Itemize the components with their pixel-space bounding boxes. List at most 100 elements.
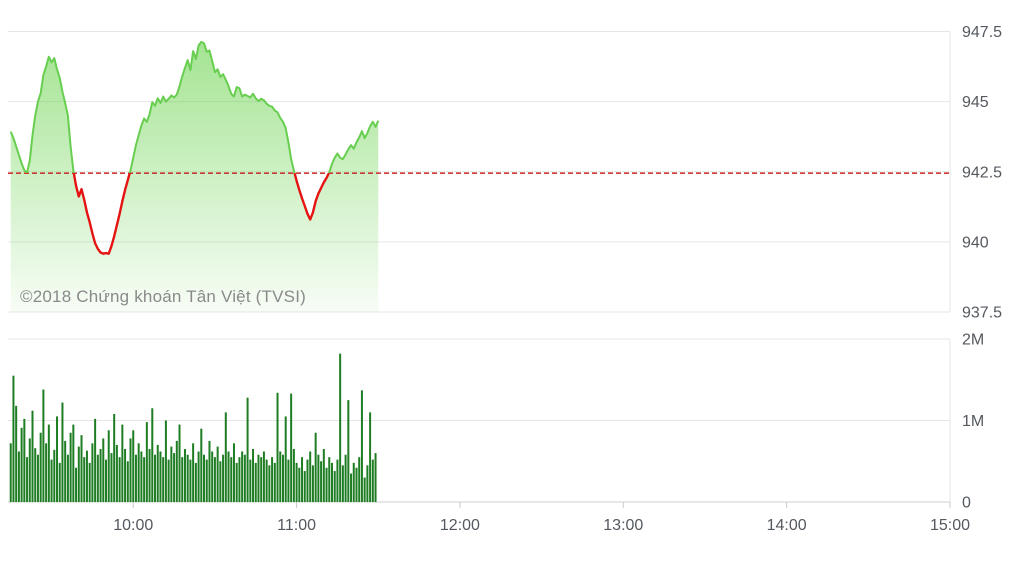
volume-bar[interactable] <box>102 438 105 502</box>
volume-bar[interactable] <box>115 444 118 502</box>
volume-bar[interactable] <box>235 462 238 502</box>
volume-bar[interactable] <box>224 412 227 502</box>
volume-bar[interactable] <box>197 451 200 502</box>
volume-bar[interactable] <box>243 454 246 502</box>
volume-bar[interactable] <box>45 443 48 502</box>
volume-bar[interactable] <box>75 467 78 502</box>
volume-bar[interactable] <box>64 440 67 503</box>
volume-bar[interactable] <box>301 457 304 502</box>
volume-bar[interactable] <box>159 451 162 502</box>
volume-bar[interactable] <box>83 457 86 502</box>
volume-bar[interactable] <box>162 457 165 502</box>
volume-bar[interactable] <box>325 467 328 502</box>
volume-bar[interactable] <box>333 471 336 502</box>
volume-bar[interactable] <box>17 451 20 502</box>
volume-bar[interactable] <box>58 462 61 502</box>
volume-bar[interactable] <box>208 440 211 503</box>
volume-bar[interactable] <box>91 443 94 502</box>
volume-bar[interactable] <box>252 449 255 502</box>
volume-bar[interactable] <box>178 424 181 502</box>
volume-bar[interactable] <box>148 449 151 502</box>
volume-bar[interactable] <box>143 457 146 502</box>
volume-bar[interactable] <box>262 451 265 502</box>
price-chart-plot[interactable] <box>8 31 951 313</box>
volume-bar[interactable] <box>200 428 203 502</box>
volume-bar[interactable] <box>137 443 140 502</box>
volume-bar[interactable] <box>295 462 298 502</box>
volume-bar[interactable] <box>47 424 50 502</box>
volume-bar[interactable] <box>355 467 358 502</box>
volume-bar[interactable] <box>42 389 45 502</box>
volume-bar[interactable] <box>80 435 83 502</box>
price-line-above-reference[interactable] <box>9 40 380 254</box>
volume-bar[interactable] <box>322 449 325 502</box>
volume-bar[interactable] <box>20 427 23 502</box>
volume-bar[interactable] <box>336 459 339 502</box>
volume-bar[interactable] <box>28 438 31 502</box>
volume-bar[interactable] <box>50 459 53 502</box>
volume-bar[interactable] <box>306 459 309 502</box>
volume-bar[interactable] <box>265 459 268 502</box>
volume-bar[interactable] <box>15 405 18 502</box>
volume-bar[interactable] <box>96 454 99 502</box>
volume-bar[interactable] <box>151 408 154 502</box>
volume-bar[interactable] <box>124 449 127 502</box>
volume-bar[interactable] <box>366 465 369 502</box>
volume-bar[interactable] <box>181 457 184 502</box>
volume-bar[interactable] <box>339 353 342 502</box>
volume-bar[interactable] <box>194 462 197 502</box>
volume-bar[interactable] <box>254 462 257 502</box>
volume-bar[interactable] <box>341 465 344 502</box>
volume-bar[interactable] <box>77 446 80 502</box>
volume-bar[interactable] <box>230 457 233 502</box>
volume-bar[interactable] <box>222 454 225 502</box>
volume-bar[interactable] <box>328 457 331 502</box>
volume-bar[interactable] <box>276 392 279 502</box>
volume-bar[interactable] <box>203 454 206 502</box>
volume-bar[interactable] <box>34 448 37 502</box>
price-line-below-reference[interactable] <box>11 42 379 255</box>
volume-bar[interactable] <box>369 412 372 502</box>
volume-bar[interactable] <box>72 424 75 502</box>
volume-bar[interactable] <box>66 454 69 502</box>
volume-bar[interactable] <box>320 461 323 502</box>
volume-bar[interactable] <box>330 462 333 502</box>
volume-bar[interactable] <box>145 422 148 502</box>
volume-bar[interactable] <box>39 432 42 502</box>
volume-bar[interactable] <box>140 451 143 502</box>
volume-bar[interactable] <box>257 454 260 502</box>
volume-bar[interactable] <box>284 416 287 502</box>
volume-bar[interactable] <box>132 430 135 502</box>
volume-bar[interactable] <box>273 462 276 502</box>
volume-bar[interactable] <box>167 459 170 502</box>
volume-bar[interactable] <box>113 413 116 502</box>
volume-bar[interactable] <box>344 454 347 502</box>
volume-bar[interactable] <box>36 454 39 502</box>
volume-bar[interactable] <box>118 457 121 502</box>
volume-bar[interactable] <box>246 397 249 502</box>
volume-bar[interactable] <box>23 418 26 502</box>
volume-bar[interactable] <box>363 477 366 502</box>
volume-bar[interactable] <box>105 459 108 502</box>
volume-bar[interactable] <box>26 457 29 502</box>
volume-bar[interactable] <box>260 457 263 502</box>
volume-bar[interactable] <box>173 453 176 502</box>
volume-bar[interactable] <box>69 432 72 502</box>
volume-bar[interactable] <box>12 375 15 502</box>
volume-bar[interactable] <box>94 418 97 502</box>
volume-bar[interactable] <box>216 446 219 502</box>
volume-bar[interactable] <box>268 465 271 502</box>
volume-bar[interactable] <box>175 440 178 503</box>
volume-bar[interactable] <box>154 454 157 502</box>
volume-bar[interactable] <box>374 453 377 502</box>
volume-bar[interactable] <box>56 416 59 502</box>
volume-bar[interactable] <box>311 465 314 502</box>
volume-bar[interactable] <box>314 432 317 502</box>
volume-bar[interactable] <box>249 459 252 502</box>
volume-bar[interactable] <box>192 443 195 502</box>
volume-bar[interactable] <box>186 454 189 502</box>
volume-bar[interactable] <box>219 461 222 502</box>
volume-bar[interactable] <box>213 457 216 502</box>
volume-bar[interactable] <box>164 420 167 503</box>
volume-bar[interactable] <box>360 390 363 502</box>
